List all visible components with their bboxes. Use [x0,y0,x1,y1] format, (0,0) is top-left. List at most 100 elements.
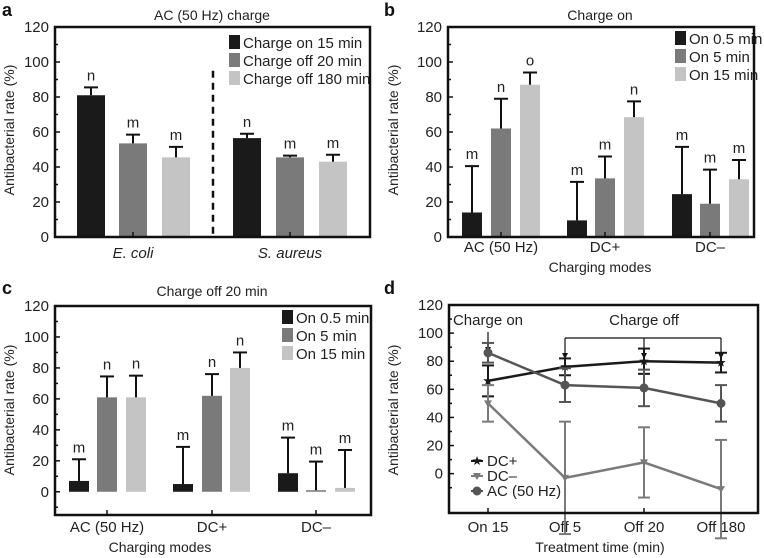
annotation-charge-off: Charge off [609,312,680,329]
legend-swatch [229,35,240,49]
y-tick-label: 20 [32,453,49,470]
y-tick-label: 0 [41,484,49,501]
y-tick-label: 0 [41,229,49,246]
plot-frame [446,25,756,239]
x-tick-label: AC (50 Hz) [70,519,144,536]
bar [230,367,250,492]
x-tick-label: On 15 [468,519,509,536]
legend-label: AC (50 Hz) [487,483,561,500]
chart-title: Charge off 20 min [156,283,267,299]
significance-letter: n [132,356,140,373]
y-tick-label: 0 [434,229,442,246]
bar [672,194,692,237]
x-axis-label: Treatment time (min) [535,539,664,555]
panel-label: b [384,0,395,20]
bar [595,178,615,237]
chart-title: Charge on [567,7,632,23]
y-tick-label: 60 [426,381,443,398]
star-marker-icon [639,356,649,366]
y-tick-label: 80 [425,89,442,106]
series-line [487,359,722,383]
significance-letter: n [497,79,505,96]
star-marker-icon [716,357,726,367]
legend-label: On 0.5 min [689,31,762,48]
significance-letter: m [704,150,717,167]
x-tick-label: DC+ [197,519,228,536]
triangle-marker-icon [484,400,492,408]
significance-letter: m [733,140,746,157]
legend-label: On 5 min [296,328,357,345]
triangle-marker-icon [561,474,569,482]
significance-letter: m [676,127,689,144]
significance-letter: n [630,81,638,98]
panel-label: d [384,278,395,298]
bar [306,490,326,492]
chart-title: AC (50 Hz) charge [154,7,270,23]
y-tick-label: 120 [24,19,49,36]
legend-label: Charge off 180 min [243,71,370,88]
y-axis-label: Antibacterial rate (%) [385,65,401,196]
significance-letter: n [87,67,95,84]
significance-letter: n [103,356,111,373]
legend-swatch [229,71,240,85]
legend-swatch [675,67,686,81]
legend-swatch [675,31,686,45]
significance-letter: m [177,427,190,444]
legend-label: DC– [487,468,518,485]
y-tick-label: 40 [426,409,443,426]
circle-marker-icon [560,380,570,390]
x-tick-label: S. aureus [258,245,323,262]
bar [278,473,298,492]
star-marker-icon [560,361,570,371]
significance-letter: m [127,115,140,132]
significance-letter: m [73,439,86,456]
x-tick-label: E. coli [113,245,155,262]
significance-letter: n [243,114,251,131]
y-tick-label: 120 [418,297,443,314]
legend-label: On 15 min [296,346,365,363]
legend-swatch [229,53,240,67]
circle-marker-icon [472,486,482,496]
bar [202,395,222,492]
plot-frame [447,303,760,515]
significance-letter: m [170,127,183,144]
legend-label: On 5 min [689,49,750,66]
star-marker-icon [472,456,482,465]
significance-letter: n [236,332,244,349]
star-marker-icon [483,375,493,385]
y-tick-label: 20 [426,438,443,455]
x-tick-label: DC– [301,519,332,536]
bar [119,143,147,237]
legend-swatch [282,310,293,324]
arrow-head-icon [562,353,568,359]
x-axis-label: Charging modes [109,539,212,555]
bar [462,212,482,237]
significance-letter: o [526,53,534,70]
y-tick-label: 0 [435,466,443,483]
plot-frame [53,25,372,239]
series-line [487,402,722,491]
y-tick-label: 80 [426,353,443,370]
bar [173,484,193,492]
legend-label: DC+ [487,453,518,470]
bar [567,220,587,237]
significance-letter: m [327,135,340,152]
panel-label: a [2,0,13,20]
plot-frame [53,304,373,517]
y-tick-label: 100 [24,329,49,346]
significance-letter: m [310,442,323,459]
significance-letter: m [339,430,352,447]
bar [624,117,644,237]
y-tick-label: 60 [32,124,49,141]
y-tick-label: 20 [32,194,49,211]
y-tick-label: 100 [417,54,442,71]
legend-swatch [282,328,293,342]
y-tick-label: 40 [32,159,49,176]
y-tick-label: 120 [24,298,49,315]
legend-label: Charge off 20 min [243,53,362,70]
bar [729,179,749,237]
y-tick-label: 80 [32,360,49,377]
significance-letter: m [571,162,584,179]
x-tick-label: AC (50 Hz) [464,239,538,256]
